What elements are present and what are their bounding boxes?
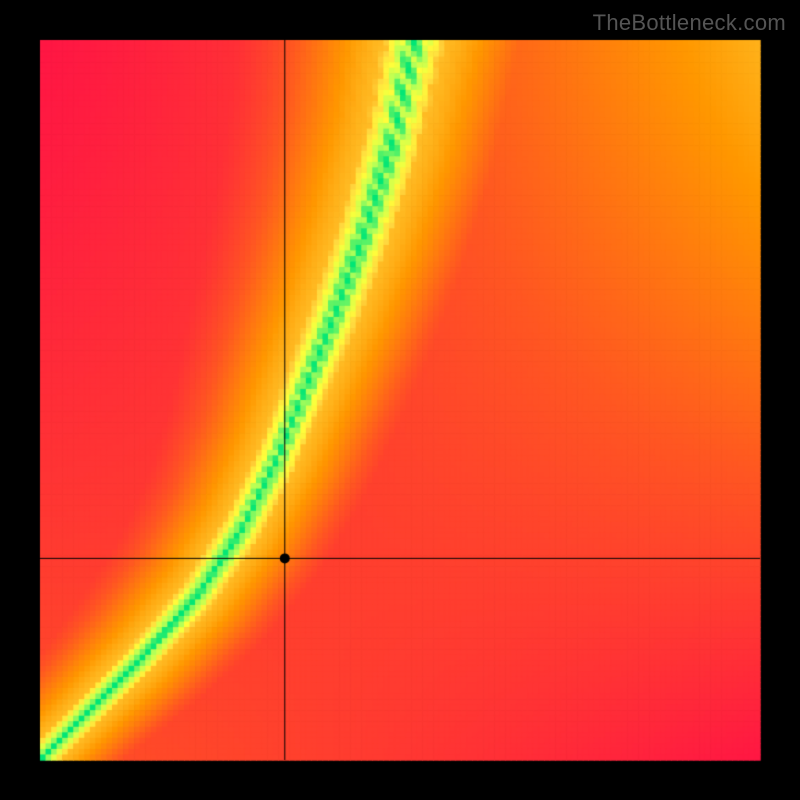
chart-container: TheBottleneck.com xyxy=(0,0,800,800)
bottleneck-heatmap xyxy=(0,0,800,800)
